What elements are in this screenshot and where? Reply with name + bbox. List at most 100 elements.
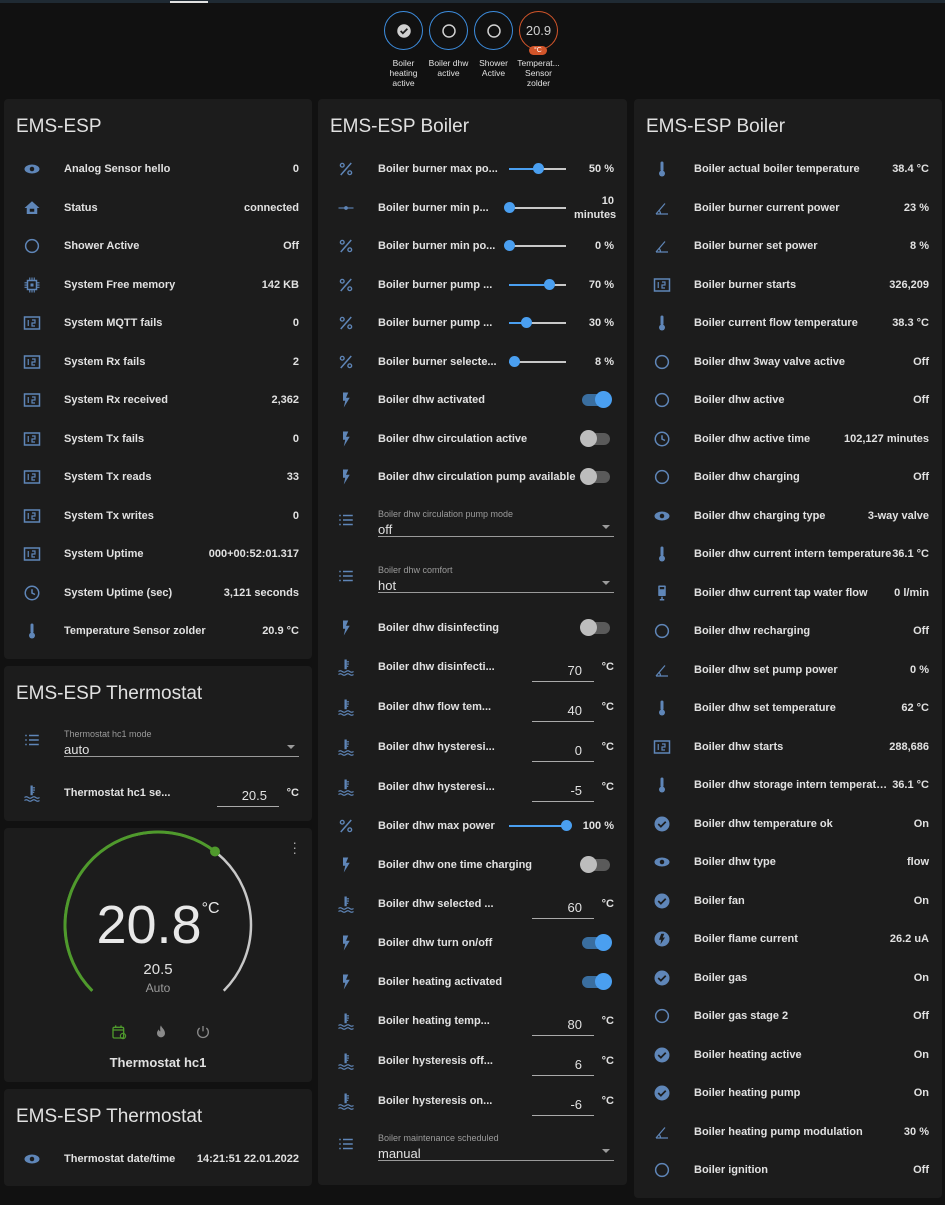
more-options-icon[interactable]: · · · [292, 833, 297, 860]
toggle-switch[interactable] [580, 468, 610, 486]
toggle-switch[interactable] [580, 429, 610, 447]
entity-row[interactable]: Boiler burner current power 23 % [634, 189, 942, 228]
dash-dot-icon [335, 197, 357, 219]
slider-knob[interactable] [561, 820, 572, 832]
entity-row[interactable]: Boiler dhw active time 102,127 minutes [634, 420, 942, 459]
slider-knob[interactable] [543, 278, 555, 290]
entity-label: Boiler dhw selected ... [378, 898, 494, 910]
entity-row[interactable]: Shower Active Off [4, 227, 312, 266]
entity-row[interactable]: System MQTT fails 0 [4, 304, 312, 343]
entity-row[interactable]: Boiler dhw current tap water flow 0 l/min [634, 574, 942, 613]
toggle-switch[interactable] [580, 618, 610, 636]
number-input[interactable]: -6 [532, 1097, 594, 1116]
entity-row[interactable]: Boiler dhw active Off [634, 381, 942, 420]
entity-row[interactable]: Boiler actual boiler temperature 38.4 °C [634, 150, 942, 189]
chevron-down-icon[interactable] [602, 580, 610, 585]
thermostat-dial[interactable] [4, 828, 312, 1082]
badge-circle[interactable] [384, 11, 423, 50]
badge[interactable]: Boiler dhw active [429, 11, 468, 88]
badge-circle[interactable]: 20.9 °C [519, 11, 558, 55]
entity-row[interactable]: Boiler dhw 3way valve active Off [634, 343, 942, 382]
entity-row[interactable]: Boiler ignition Off [634, 1151, 942, 1190]
toggle-switch[interactable] [580, 855, 610, 873]
select-dropdown[interactable]: Boiler dhw circulation pump mode off [378, 509, 614, 537]
entity-row[interactable]: Boiler dhw temperature ok On [634, 805, 942, 844]
entity-row[interactable]: System Rx fails 2 [4, 343, 312, 382]
slider-knob[interactable] [504, 240, 515, 252]
number-input[interactable]: 6 [532, 1057, 594, 1076]
slider-knob[interactable] [504, 201, 515, 213]
power-icon[interactable] [195, 1024, 211, 1040]
entity-row[interactable]: System Tx writes 0 [4, 497, 312, 536]
slider[interactable] [509, 278, 566, 290]
active-tab-indicator[interactable] [170, 1, 208, 3]
entity-row[interactable]: Boiler flame current 26.2 uA [634, 920, 942, 959]
slider[interactable] [509, 163, 566, 175]
badge-circle[interactable] [429, 11, 468, 50]
entity-row[interactable]: Analog Sensor hello 0 [4, 150, 312, 189]
slider[interactable] [508, 355, 566, 367]
number-input[interactable]: 80 [532, 1017, 594, 1036]
entity-row[interactable]: Boiler dhw charging type 3-way valve [634, 497, 942, 536]
calendar-sync-icon[interactable] [111, 1024, 127, 1040]
number-input[interactable]: 60 [532, 900, 594, 919]
entity-row[interactable]: System Uptime 000+00:52:01.317 [4, 535, 312, 574]
slider-knob[interactable] [532, 163, 544, 175]
column-1: EMS-ESP Analog Sensor hello 0 Status connect… [4, 99, 312, 1193]
entity-row[interactable]: Boiler dhw charging Off [634, 458, 942, 497]
toggle-switch[interactable] [582, 972, 612, 990]
entity-row[interactable]: System Free memory 142 KB [4, 266, 312, 305]
entity-row[interactable]: Boiler dhw starts 288,686 [634, 728, 942, 767]
slider-knob[interactable] [521, 317, 533, 329]
select-dropdown[interactable]: Boiler dhw comfort hot [378, 565, 614, 593]
water-thermometer-icon [335, 736, 357, 758]
entity-row[interactable]: Boiler burner set power 8 % [634, 227, 942, 266]
entity-row[interactable]: Boiler heating pump On [634, 1074, 942, 1113]
dial-knob[interactable] [210, 846, 221, 857]
chevron-down-icon[interactable] [287, 744, 295, 749]
entity-row[interactable]: System Rx received 2,362 [4, 381, 312, 420]
entity-row[interactable]: Boiler heating pump modulation 30 % [634, 1113, 942, 1152]
entity-row[interactable]: Boiler fan On [634, 882, 942, 921]
toggle-switch[interactable] [582, 934, 612, 952]
entity-row[interactable]: Boiler heating active On [634, 1036, 942, 1075]
slider[interactable] [509, 820, 572, 832]
entity-row[interactable]: System Tx reads 33 [4, 458, 312, 497]
slider-knob[interactable] [508, 355, 520, 367]
fire-icon[interactable] [153, 1024, 169, 1040]
entity-row[interactable]: Boiler burner starts 326,209 [634, 266, 942, 305]
toggle-switch[interactable] [582, 391, 612, 409]
number-input[interactable]: -5 [532, 783, 594, 802]
select-dropdown[interactable]: Boiler maintenance scheduled manual [378, 1133, 614, 1161]
badge[interactable]: Boiler heating active [384, 11, 423, 88]
entity-row[interactable]: Boiler gas stage 2 Off [634, 997, 942, 1036]
entity-row[interactable]: System Uptime (sec) 3,121 seconds [4, 574, 312, 613]
entity-row[interactable]: Boiler current flow temperature 38.3 °C [634, 304, 942, 343]
entity-row[interactable]: Status connected [4, 189, 312, 228]
badge[interactable]: Shower Active [474, 11, 513, 88]
select-dropdown[interactable]: Thermostat hc1 mode auto [64, 729, 299, 757]
slider[interactable] [509, 317, 566, 329]
entity-label: Boiler heating temp... [378, 1015, 490, 1027]
slider[interactable] [504, 240, 566, 252]
entity-row[interactable]: Boiler dhw set pump power 0 % [634, 651, 942, 690]
entity-row[interactable]: Boiler dhw recharging Off [634, 612, 942, 651]
number-input[interactable]: 40 [532, 703, 594, 722]
number-input[interactable]: 70 [532, 663, 594, 682]
chevron-down-icon[interactable] [602, 524, 610, 529]
entity-row[interactable]: Boiler dhw type flow [634, 843, 942, 882]
slider[interactable] [504, 201, 566, 213]
entity-row[interactable]: Boiler dhw set temperature 62 °C [634, 689, 942, 728]
list-icon [335, 1133, 357, 1155]
entity-row[interactable]: Thermostat date/time 14:21:51 22.01.2022 [4, 1140, 312, 1179]
entity-row[interactable]: Boiler dhw current intern temperature 36.… [634, 535, 942, 574]
badge[interactable]: 20.9 °C Temperat... Sensor zolder [517, 11, 560, 88]
entity-row[interactable]: Boiler gas On [634, 959, 942, 998]
entity-row[interactable]: System Tx fails 0 [4, 420, 312, 459]
chevron-down-icon[interactable] [602, 1149, 610, 1153]
entity-row[interactable]: Boiler dhw storage intern temperature 36.… [634, 766, 942, 805]
number-input[interactable]: 20.5 [217, 788, 279, 807]
badge-circle[interactable] [474, 11, 513, 50]
entity-row[interactable]: Temperature Sensor zolder 20.9 °C [4, 612, 312, 651]
number-input[interactable]: 0 [532, 743, 594, 762]
